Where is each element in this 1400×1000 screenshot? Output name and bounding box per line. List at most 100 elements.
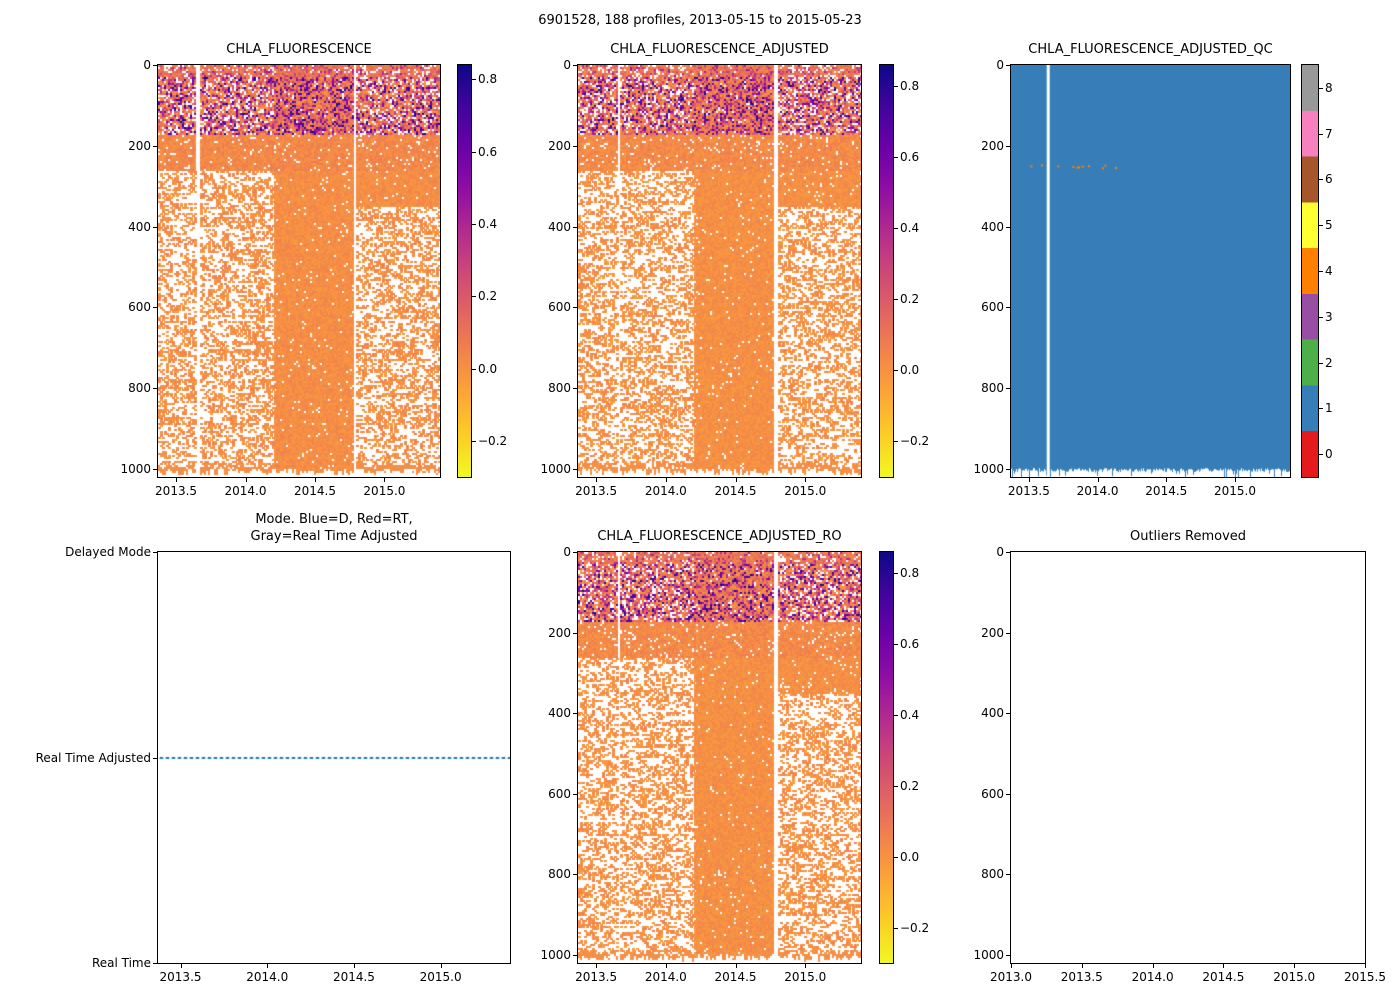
colorbar-tick-mark	[894, 370, 898, 372]
colorbar-tick-mark	[1319, 271, 1323, 272]
subplot-chla-fluorescence-adjusted-qc: CHLA_FLUORESCENCE_ADJUSTED_QC 2013.5 2014…	[973, 42, 1291, 498]
y-tick-label: 600	[548, 786, 571, 801]
colorbar-tick-mark	[894, 714, 898, 716]
x-tick-label: 2014.0	[246, 970, 289, 984]
colorbar-tick-label: 0.2	[900, 292, 920, 307]
x-tick-mark	[735, 478, 737, 482]
y-tick-label: 0	[996, 58, 1004, 72]
heatmap-chla-fluorescence	[158, 65, 440, 477]
y-tick-mark	[153, 388, 157, 390]
y-tick-mark	[153, 145, 157, 147]
colorbar-tick-mark	[1319, 179, 1323, 181]
subplot-mode: Mode. Blue=D, Red=RT, Gray=Real Time Adj…	[36, 512, 511, 984]
x-tick-label: 2013.0	[990, 970, 1032, 984]
x-tick-label: 2014.0	[644, 970, 687, 984]
y-tick-mark	[573, 552, 577, 553]
y-tick-mark	[153, 552, 157, 553]
y-tick-mark	[1006, 954, 1010, 956]
colorbar-tick-mark	[894, 856, 898, 858]
y-tick-label: 0	[996, 545, 1004, 559]
x-tick-mark	[1028, 478, 1030, 482]
x-tick-mark	[596, 964, 598, 968]
x-tick-mark	[805, 478, 807, 482]
colorbar-tick-mark	[472, 224, 476, 226]
colorbar-tick-mark	[1319, 133, 1323, 135]
subplot-chla-fluorescence-adjusted: CHLA_FLUORESCENCE_ADJUSTED 2013.5 2014.0 2…	[540, 42, 862, 498]
x-tick-mark	[665, 478, 667, 482]
colorbar-tick-label: 4	[1325, 264, 1333, 278]
y-tick-mark	[573, 388, 577, 390]
y-tick-label: 200	[548, 625, 571, 640]
x-tick-mark	[180, 964, 182, 968]
y-tick-mark	[573, 793, 577, 795]
y-tick-label: 400	[981, 706, 1004, 721]
y-tick-mark	[153, 963, 157, 964]
figure-title: 6901528, 188 profiles, 2013-05-15 to 201…	[538, 13, 862, 28]
colorbar-tick-mark	[1319, 362, 1323, 364]
x-tick-label: 2013.5	[575, 970, 618, 984]
x-tick-mark	[665, 964, 667, 968]
y-tick-mark	[1006, 388, 1010, 390]
colorbar-tick-label: 1	[1325, 401, 1333, 416]
colorbar-tick-mark	[1319, 408, 1323, 410]
y-tick-mark	[1006, 65, 1010, 66]
y-tick-label: 200	[548, 138, 571, 153]
colorbar-tick-label: 0.4	[900, 221, 920, 236]
x-tick-mark	[596, 478, 598, 482]
y-tick-label: 600	[128, 300, 151, 315]
x-tick-label: 2014.5	[332, 970, 375, 984]
colorbar-tick-label: 0.2	[900, 778, 920, 793]
subplot-chla-fluorescence: CHLA_FLUORESCENCE 2013.5 2014.0 2014.5 2015…	[120, 42, 441, 498]
x-tick-label: 2013.5	[1007, 484, 1050, 498]
y-tick-mark	[1006, 145, 1010, 147]
y-tick-label: 800	[981, 381, 1004, 396]
x-tick-mark	[1365, 964, 1366, 968]
y-tick-mark	[1006, 874, 1010, 876]
colorbar-tick-label: 0.4	[900, 707, 920, 722]
colorbar-tick-label: 8	[1325, 80, 1333, 95]
y-tick-mark	[573, 145, 577, 147]
colorbar-chla-fluorescence: 0.8 0.6 0.4 0.2 0.0 −0.2	[457, 64, 507, 478]
y-tick-mark	[153, 307, 157, 309]
x-tick-label: 2014.5	[1145, 484, 1188, 498]
heatmap-chla-fluorescence-adjusted	[578, 65, 861, 477]
x-tick-mark	[1097, 478, 1099, 482]
y-tick-label: 400	[981, 219, 1004, 234]
y-tick-mark	[573, 226, 577, 228]
y-tick-mark	[1006, 713, 1010, 715]
y-tick-mark	[1006, 226, 1010, 228]
y-tick-label: 400	[548, 219, 571, 234]
y-tick-label: 800	[548, 381, 571, 396]
x-tick-mark	[440, 964, 442, 968]
y-tick-mark	[1006, 468, 1010, 470]
x-tick-label: 2014.0	[1076, 484, 1119, 498]
y-tick-mark	[153, 757, 157, 759]
y-tick-mark	[573, 954, 577, 956]
colorbar-tick-label: −0.2	[478, 433, 508, 448]
y-tick-mark	[573, 307, 577, 309]
colorbar-tick-mark	[1319, 225, 1323, 227]
colorbar-tick-mark	[894, 157, 898, 159]
y-tick-label: 800	[128, 381, 151, 396]
y-tick-label: 1000	[540, 947, 571, 962]
x-tick-mark	[805, 964, 807, 968]
x-tick-mark	[267, 964, 269, 968]
colorbar-tick-mark	[894, 927, 898, 929]
x-tick-mark	[314, 478, 316, 482]
y-tick-label: Real Time	[91, 956, 151, 970]
colorbar-tick-mark	[894, 228, 898, 230]
x-tick-mark	[176, 478, 178, 482]
plot-title-outliers-removed: Outliers Removed	[1129, 529, 1247, 545]
colorbar-tick-label: 0.0	[478, 361, 498, 376]
x-tick-mark	[1081, 964, 1083, 968]
colorbar-tick-label: 3	[1325, 309, 1333, 324]
y-tick-label: 200	[128, 138, 151, 153]
colorbar-tick-label: 0.2	[478, 289, 498, 304]
y-tick-mark	[573, 874, 577, 876]
colorbar-tick-label: 7	[1325, 126, 1333, 141]
x-tick-label: 2014.5	[293, 484, 336, 498]
x-tick-label: 2014.5	[1202, 970, 1245, 984]
x-tick-mark	[735, 964, 737, 968]
y-tick-mark	[573, 713, 577, 715]
colorbar-tick-label: 0.0	[900, 363, 920, 378]
